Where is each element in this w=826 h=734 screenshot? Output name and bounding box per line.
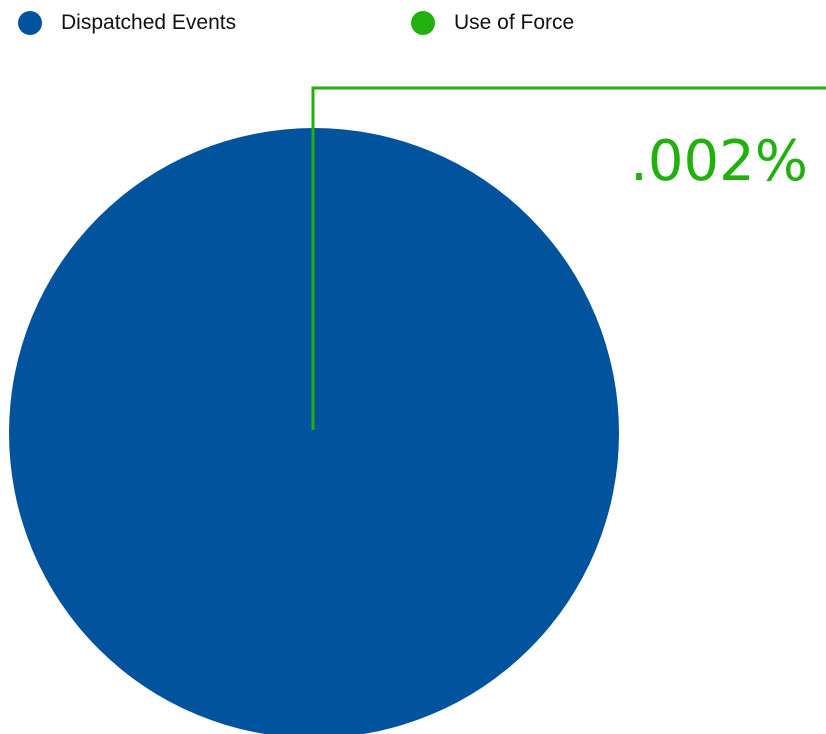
legend-item-use-of-force: Use of Force [411,6,574,40]
callout-label: .002% [630,129,808,194]
callout-leader-line [311,86,826,430]
legend-swatch-dispatched-events [18,11,42,35]
legend-label-dispatched-events: Dispatched Events [61,11,237,34]
legend-swatch-use-of-force [411,11,435,35]
legend-item-dispatched-events: Dispatched Events [18,6,236,40]
legend-label-use-of-force: Use of Force [454,11,575,34]
chart-legend: Dispatched Events Use of Force [18,6,638,40]
